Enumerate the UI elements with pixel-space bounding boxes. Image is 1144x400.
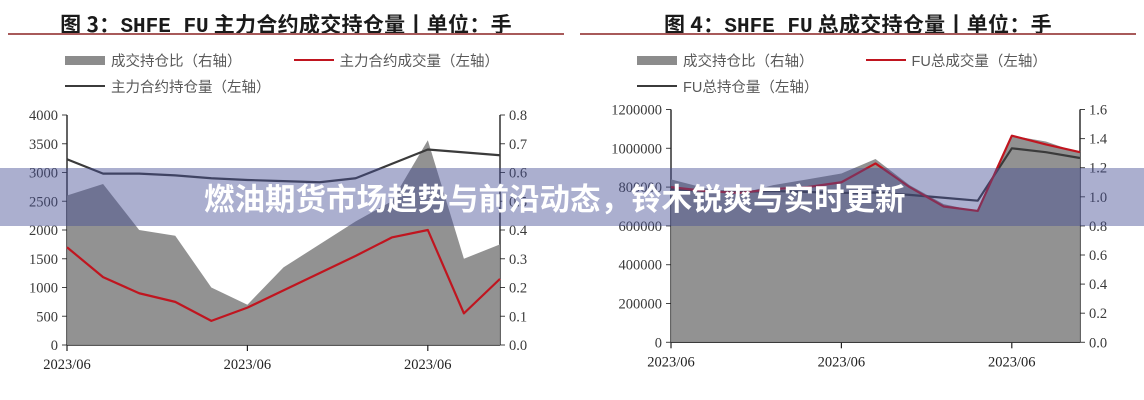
svg-text:0.4: 0.4 [1089,277,1108,293]
svg-text:2023/06: 2023/06 [818,354,866,370]
svg-text:0.2: 0.2 [1089,306,1107,322]
svg-text:0: 0 [655,335,662,351]
svg-text:0.6: 0.6 [1089,248,1107,264]
svg-text:1000: 1000 [29,281,58,297]
svg-text:0.0: 0.0 [1089,335,1107,351]
svg-text:0.1: 0.1 [509,309,527,325]
svg-text:2023/06: 2023/06 [224,357,272,373]
svg-text:0.2: 0.2 [509,281,527,297]
svg-text:1000000: 1000000 [611,141,662,157]
svg-text:0.0: 0.0 [509,338,527,354]
svg-text:0.7: 0.7 [509,137,527,153]
svg-text:2023/06: 2023/06 [404,357,452,373]
svg-text:1200000: 1200000 [611,103,662,119]
svg-text:1.4: 1.4 [1089,132,1108,148]
svg-text:2023/06: 2023/06 [647,354,695,370]
svg-text:1500: 1500 [29,252,58,268]
svg-text:1.6: 1.6 [1089,103,1107,119]
svg-text:0.8: 0.8 [509,108,527,124]
svg-text:0.3: 0.3 [509,252,527,268]
svg-text:4000: 4000 [29,108,58,124]
svg-text:400000: 400000 [619,258,663,274]
svg-text:3500: 3500 [29,137,58,153]
svg-text:200000: 200000 [619,297,663,313]
svg-text:500: 500 [36,309,58,325]
svg-text:2023/06: 2023/06 [988,354,1036,370]
svg-text:2023/06: 2023/06 [43,357,91,373]
svg-text:0: 0 [51,338,58,354]
